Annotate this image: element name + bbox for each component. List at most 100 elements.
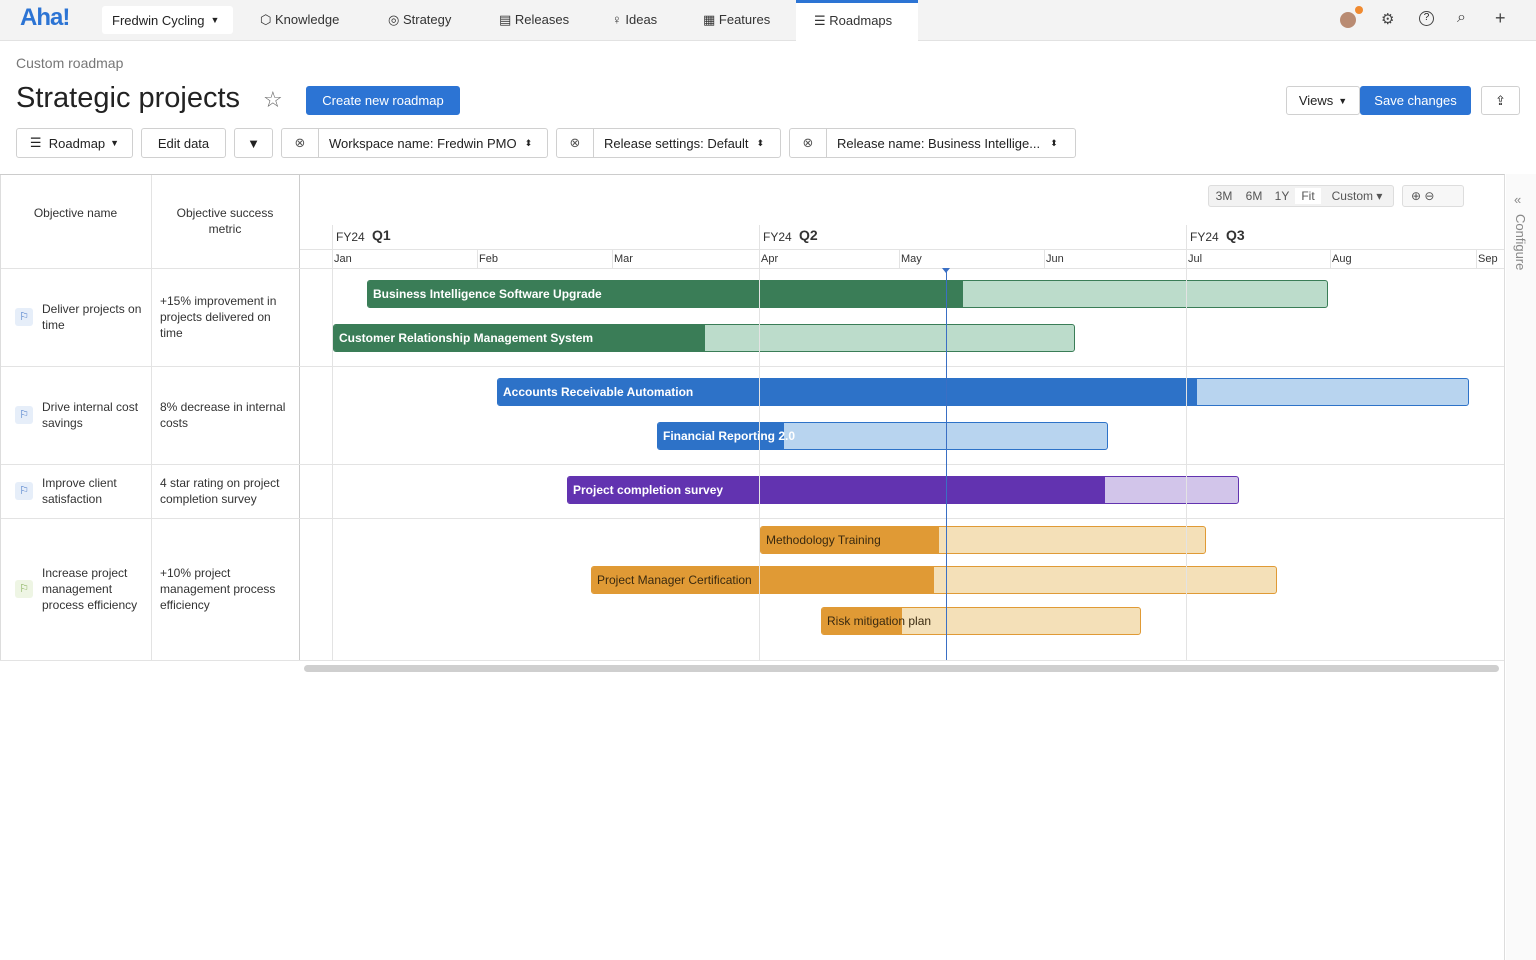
roadmap-bar[interactable]: Customer Relationship Management System bbox=[333, 324, 1075, 352]
favorite-star[interactable]: ☆ bbox=[263, 87, 283, 112]
filter-chip[interactable]: ⊗ Release settings: Default ⬍ bbox=[556, 128, 781, 158]
add-icon[interactable]: + bbox=[1495, 8, 1506, 28]
workspace-select[interactable]: Fredwin Cycling ▼ bbox=[102, 6, 233, 34]
success-metric: 4 star rating on project completion surv… bbox=[160, 476, 280, 506]
row-divider bbox=[0, 464, 1504, 465]
help-icon[interactable]: ? bbox=[1419, 11, 1434, 26]
bar-progress bbox=[658, 423, 784, 449]
month-gridline bbox=[1476, 249, 1477, 269]
tab-label: Ideas bbox=[625, 12, 658, 27]
month-label: Apr bbox=[761, 253, 779, 265]
objective-icon[interactable]: ⚐ bbox=[15, 482, 33, 500]
breadcrumb[interactable]: Custom roadmap bbox=[16, 55, 124, 71]
month-gridline bbox=[612, 249, 613, 269]
roadmap-bar[interactable]: Accounts Receivable Automation bbox=[497, 378, 1469, 406]
top-nav: Aha! Fredwin Cycling ▼ ⬡ Knowledge ◎ Stra… bbox=[0, 0, 1536, 42]
nav-tab[interactable]: ▦ Features bbox=[703, 12, 771, 27]
roadmap-bar[interactable]: Risk mitigation plan bbox=[821, 607, 1141, 635]
bar-label: Project Manager Certification bbox=[597, 573, 752, 587]
objective-name: Deliver projects on time bbox=[42, 302, 142, 332]
quarter-year: FY24 bbox=[1190, 230, 1219, 244]
collapse-icon[interactable]: « bbox=[1514, 192, 1522, 207]
roadmap-bar[interactable]: Business Intelligence Software Upgrade bbox=[367, 280, 1328, 308]
configure-label[interactable]: Configure bbox=[1513, 214, 1528, 271]
bar-label: Business Intelligence Software Upgrade bbox=[373, 287, 602, 301]
roadmap-bar[interactable]: Project completion survey bbox=[567, 476, 1239, 504]
search-icon[interactable]: ⌕ bbox=[1457, 9, 1466, 26]
quarter-name: Q2 bbox=[799, 227, 818, 243]
horizontal-scrollbar[interactable] bbox=[304, 665, 1499, 672]
zoom-option[interactable]: Fit bbox=[1295, 188, 1321, 204]
bar-progress bbox=[498, 379, 1197, 405]
roadmap-bar[interactable]: Project Manager Certification bbox=[591, 566, 1277, 594]
success-metric: +15% improvement in projects delivered o… bbox=[160, 294, 277, 340]
nav-tab[interactable]: ▤ Releases bbox=[499, 12, 570, 27]
avatar[interactable] bbox=[1340, 12, 1356, 28]
settings-icon[interactable]: ⚙ bbox=[1381, 11, 1395, 28]
edit-data-button[interactable]: Edit data bbox=[141, 128, 226, 158]
month-label: Mar bbox=[614, 253, 633, 265]
tab-label: Knowledge bbox=[274, 12, 340, 27]
objective-name: Drive internal cost savings bbox=[42, 400, 139, 430]
remove-filter[interactable]: ⊗ bbox=[557, 129, 594, 157]
quarter-name: Q1 bbox=[372, 227, 391, 243]
bar-progress bbox=[822, 608, 902, 634]
nav-tab[interactable]: ◎ Strategy bbox=[388, 12, 452, 27]
zoom-option[interactable]: Custom ▾ bbox=[1331, 189, 1383, 203]
quarter-year: FY24 bbox=[763, 230, 792, 244]
month-gridline bbox=[1330, 249, 1331, 269]
sort-caret: ⬍ bbox=[524, 137, 533, 148]
column-divider bbox=[151, 175, 152, 660]
bar-progress bbox=[592, 567, 934, 593]
objective-name: Improve client satisfaction bbox=[42, 476, 117, 506]
objective-icon[interactable]: ⚐ bbox=[15, 406, 33, 424]
objective-icon[interactable]: ⚐ bbox=[15, 308, 33, 326]
create-roadmap-button[interactable]: Create new roadmap bbox=[306, 86, 460, 115]
nav-tab[interactable]: ♀ Ideas bbox=[612, 12, 658, 27]
grid-left-border bbox=[0, 175, 1, 660]
zoom-option[interactable]: 1Y bbox=[1274, 189, 1290, 203]
views-button[interactable]: Views ▼ bbox=[1286, 86, 1360, 115]
column-header: Objective success metric bbox=[176, 206, 274, 236]
side-panel[interactable]: « Configure bbox=[1506, 174, 1536, 960]
bar-label: Risk mitigation plan bbox=[827, 614, 932, 628]
success-metric: +10% project management process efficien… bbox=[160, 566, 276, 612]
roadmap-menu[interactable]: ☰ Roadmap ▼ bbox=[16, 128, 133, 158]
sort-caret: ⬍ bbox=[1050, 137, 1058, 148]
nav-tab[interactable]: ⬡ Knowledge bbox=[260, 12, 340, 27]
quarter-name: Q3 bbox=[1226, 227, 1245, 243]
zoom-in[interactable]: ⊕ ⊖ bbox=[1402, 185, 1464, 207]
logo[interactable]: Aha! bbox=[20, 4, 70, 31]
objective-name: Increase project management process effi… bbox=[42, 566, 138, 612]
roadmap-label: Roadmap bbox=[48, 135, 106, 151]
month-label: Jun bbox=[1046, 253, 1064, 265]
filter-chip[interactable]: ⊗ Release name: Business Intellige... ⬍ bbox=[789, 128, 1076, 158]
roadmap-grid bbox=[0, 174, 1505, 960]
nav-tab-active[interactable]: ☰ Roadmaps bbox=[796, 0, 918, 42]
zoom-option[interactable]: 6M bbox=[1245, 189, 1263, 203]
objective-icon[interactable]: ⚐ bbox=[15, 580, 33, 598]
today-marker bbox=[942, 268, 950, 273]
month-gridline bbox=[477, 249, 478, 269]
remove-filter[interactable]: ⊗ bbox=[790, 129, 827, 157]
roadmap-bar[interactable]: Methodology Training bbox=[760, 526, 1206, 554]
month-gridline bbox=[1044, 249, 1045, 269]
bar-progress bbox=[368, 281, 963, 307]
zoom-option[interactable]: 3M bbox=[1215, 189, 1233, 203]
bar-label: Accounts Receivable Automation bbox=[503, 385, 694, 399]
tab-label: Features bbox=[718, 12, 771, 27]
month-label: May bbox=[901, 253, 922, 265]
tab-label: Roadmaps bbox=[829, 13, 893, 28]
share-button[interactable]: ⇪ bbox=[1481, 86, 1520, 115]
column-divider bbox=[299, 175, 300, 660]
filter-label: Release name: Business Intellige... bbox=[837, 135, 1041, 151]
month-label: Jul bbox=[1188, 253, 1203, 265]
roadmap-bar[interactable]: Financial Reporting 2.0 bbox=[657, 422, 1108, 450]
save-button[interactable]: Save changes bbox=[1360, 86, 1471, 115]
filter-chip[interactable]: ⊗ Workspace name: Fredwin PMO ⬍ bbox=[281, 128, 548, 158]
quarter-gridline bbox=[1186, 225, 1187, 660]
remove-filter[interactable]: ⊗ bbox=[282, 129, 319, 157]
notification-dot bbox=[1355, 6, 1363, 14]
filter-button[interactable]: ▼ bbox=[234, 128, 273, 158]
